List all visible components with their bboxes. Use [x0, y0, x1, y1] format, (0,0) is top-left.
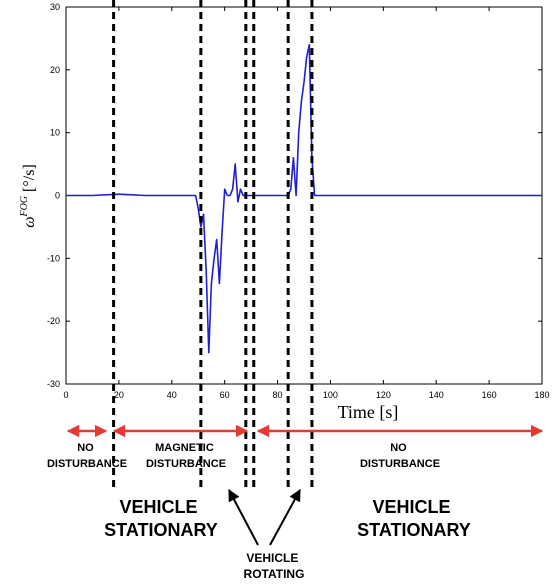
vehicle-stationary-left-label: VEHICLE STATIONARY [104, 497, 218, 540]
x-axis-ticks: 0 20 40 60 80 100 120 140 160 180 [63, 7, 550, 400]
x-tick-label: 0 [63, 390, 68, 400]
y-axis-label: ωFOG[°/s] [19, 164, 38, 228]
x-tick-label: 20 [114, 390, 124, 400]
y-tick-label: 0 [55, 191, 60, 201]
x-axis-label: Time [s] [338, 402, 399, 422]
vehicle-rotating-label: VEHICLE ROTATING [244, 551, 305, 581]
y-tick-label: -30 [47, 379, 60, 389]
rotating-arrow-right [269, 488, 301, 546]
phase-boundary-lines [112, 0, 314, 492]
y-tick-label: -10 [47, 253, 60, 263]
x-tick-label: 120 [376, 390, 391, 400]
rotating-arrow-left [228, 488, 259, 546]
svg-text:ωFOG[°/s]: ωFOG[°/s] [19, 164, 38, 228]
magnetic-disturbance-label: MAGNETIC DISTURBANCE [146, 442, 226, 470]
y-tick-label: 20 [50, 65, 60, 75]
x-tick-label: 140 [429, 390, 444, 400]
no-disturbance-left-label: NO DISTURBANCE [47, 442, 127, 470]
vehicle-stationary-right-label: VEHICLE STATIONARY [357, 497, 471, 540]
y-tick-label: 30 [50, 2, 60, 12]
x-tick-label: 60 [220, 390, 230, 400]
x-tick-label: 100 [323, 390, 338, 400]
y-tick-label: -20 [47, 316, 60, 326]
x-tick-label: 180 [534, 390, 549, 400]
y-tick-label: 10 [50, 128, 60, 138]
x-tick-label: 80 [273, 390, 283, 400]
no-disturbance-right-label: NO DISTURBANCE [360, 442, 440, 470]
x-tick-label: 40 [167, 390, 177, 400]
x-tick-label: 160 [482, 390, 497, 400]
